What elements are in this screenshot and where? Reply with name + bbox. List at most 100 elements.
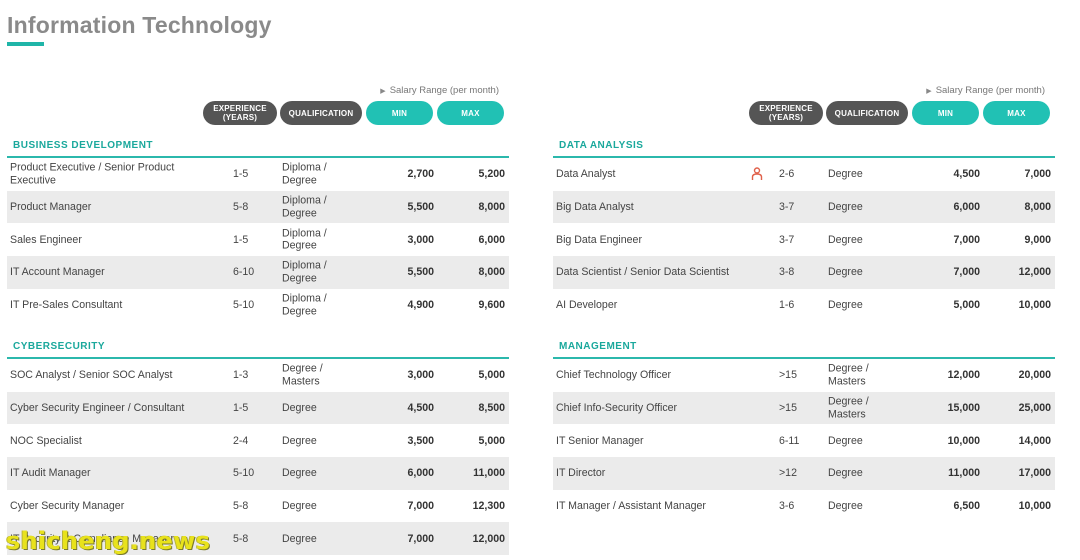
qualification: Degree: [828, 266, 863, 279]
job-title: Cyber Security Engineer / Consultant: [10, 401, 185, 414]
qualification: Degree: [828, 168, 863, 181]
salary-min: 2,700: [407, 168, 434, 181]
job-title: SOC Analyst / Senior SOC Analyst: [10, 369, 173, 382]
qualification: Degree / Masters: [282, 362, 323, 388]
table-row: IT Director >12 Degree 11,000 17,000: [553, 457, 1055, 490]
triangle-right-icon: ▶: [926, 88, 932, 95]
job-title: Data Scientist / Senior Data Scientist: [556, 266, 730, 279]
table-row: SOC Analyst / Senior SOC Analyst 1-3 Degre…: [7, 359, 509, 392]
salary-max: 10,000: [1018, 299, 1051, 312]
section-cybersecurity: CYBERSECURITY SOC Analyst / Senior SOC A…: [7, 341, 509, 556]
experience-years: >15: [779, 369, 797, 382]
salary-min: 6,500: [953, 500, 980, 513]
salary-max: 11,000: [473, 467, 505, 480]
salary-min: 4,900: [407, 299, 434, 312]
page-title: Information Technology: [7, 12, 272, 38]
experience-years: 1-5: [233, 402, 249, 415]
qualification: Degree: [828, 233, 863, 246]
salary-max: 8,000: [478, 201, 505, 214]
job-title: Product Executive / Senior Product Execu…: [10, 161, 175, 187]
experience-years: 3-7: [779, 233, 795, 246]
salary-max: 14,000: [1018, 434, 1051, 447]
salary-max: 20,000: [1018, 369, 1051, 382]
section-business-development: BUSINESS DEVELOPMENT Product Executive /…: [7, 140, 509, 321]
qualification: Diploma / Degree: [282, 227, 327, 252]
salary-min: 5,500: [407, 201, 434, 214]
job-title: Sales Engineer: [10, 233, 82, 246]
qualification: Degree / Masters: [828, 395, 869, 421]
salary-max: 8,000: [1024, 201, 1051, 214]
job-title: Big Data Analyst: [556, 200, 634, 213]
table-row: IT Account Manager 6-10 Diploma / Degree 5,…: [7, 256, 509, 289]
salary-range-label: Salary Range (per month): [935, 85, 1045, 96]
experience-years: 2-4: [233, 434, 249, 447]
qualification: Degree: [282, 532, 317, 545]
job-title: Data Analyst: [556, 168, 616, 181]
table-row: Chief Technology Officer >15 Degree / Mast…: [553, 359, 1055, 392]
job-title: IT Security & Compliance Manager: [10, 532, 175, 545]
salary-min: 7,000: [407, 532, 434, 545]
table-row: IT Manager / Assistant Manager 3-6 Degree 6…: [553, 490, 1055, 523]
experience-years: 2-6: [779, 168, 795, 181]
table-row: Data Analyst 2-6 Degree 4,500 7,000: [553, 158, 1055, 191]
salary-min: 5,000: [953, 299, 980, 312]
table-row: Big Data Analyst 3-7 Degree 6,000 8,000: [553, 190, 1055, 224]
qualification: Degree: [828, 499, 863, 512]
qualification: Diploma / Degree: [282, 292, 327, 318]
salary-min: 7,000: [953, 266, 980, 279]
salary-max: 17,000: [1018, 467, 1051, 480]
experience-years: 1-3: [233, 369, 249, 382]
salary-min: 6,000: [407, 467, 434, 480]
experience-years: >12: [779, 467, 797, 480]
salary-max: 25,000: [1018, 402, 1051, 415]
salary-range-note: ▶ Salary Range (per month): [926, 85, 1045, 96]
experience-years: >15: [779, 402, 797, 415]
table-row: Chief Info-Security Officer >15 Degree / M…: [553, 391, 1055, 425]
salary-min: 3,500: [407, 434, 434, 447]
job-title: Big Data Engineer: [556, 233, 642, 246]
experience-years: 6-11: [779, 434, 800, 447]
salary-min: 5,500: [407, 266, 434, 279]
experience-header: EXPERIENCE (YEARS): [203, 101, 277, 125]
qualification: Degree: [282, 467, 317, 480]
table-row: Product Manager 5-8 Diploma / Degree 5,500 8…: [7, 190, 509, 224]
person-icon: [751, 167, 763, 181]
salary-min: 7,000: [953, 233, 980, 246]
salary-max: 8,500: [478, 402, 505, 415]
salary-max: 5,200: [478, 168, 505, 181]
experience-years: 1-5: [233, 168, 249, 181]
table-row: Cyber Security Manager 5-8 Degree 7,000 12,3…: [7, 490, 509, 523]
salary-min: 3,000: [407, 369, 434, 382]
section-title: CYBERSECURITY: [7, 341, 509, 359]
job-title: IT Manager / Assistant Manager: [556, 499, 706, 512]
job-title: Product Manager: [10, 200, 92, 213]
experience-years: 5-8: [233, 500, 249, 513]
qualification: Degree: [282, 401, 317, 414]
section-management: MANAGEMENT Chief Technology Officer >15 De…: [553, 341, 1055, 522]
salary-max: 5,000: [478, 434, 505, 447]
experience-years: 3-6: [779, 500, 795, 513]
experience-years: 5-10: [233, 467, 255, 480]
table-row: IT Security & Compliance Manager 5-8 Degre…: [7, 522, 509, 556]
section-title: BUSINESS DEVELOPMENT: [7, 140, 509, 158]
table-row: Data Scientist / Senior Data Scientist 3-…: [553, 256, 1055, 289]
job-title: Cyber Security Manager: [10, 499, 125, 512]
table-row: NOC Specialist 2-4 Degree 3,500 5,000: [7, 424, 509, 457]
experience-years: 3-7: [779, 201, 795, 214]
section-data-analysis: DATA ANALYSIS Data Analyst 2-6 Degree 4,500…: [553, 140, 1055, 321]
salary-max: 9,000: [1024, 233, 1051, 246]
salary-max: 9,600: [478, 299, 505, 312]
salary-max: 12,000: [472, 532, 505, 545]
job-title: IT Pre-Sales Consultant: [10, 298, 123, 311]
experience-years: 5-8: [233, 201, 249, 214]
salary-min: 3,000: [407, 233, 434, 246]
table-row: IT Audit Manager 5-10 Degree 6,000 11,000: [7, 457, 509, 490]
job-title: IT Senior Manager: [556, 434, 644, 447]
job-title: IT Director: [556, 467, 606, 480]
salary-max: 6,000: [478, 233, 505, 246]
min-header: MIN: [366, 101, 433, 125]
salary-max: 12,300: [472, 500, 505, 513]
table-row: Product Executive / Senior Product Execu…: [7, 158, 509, 191]
table-row: IT Senior Manager 6-11 Degree 10,000 14,000: [553, 424, 1055, 457]
max-header: MAX: [437, 101, 504, 125]
